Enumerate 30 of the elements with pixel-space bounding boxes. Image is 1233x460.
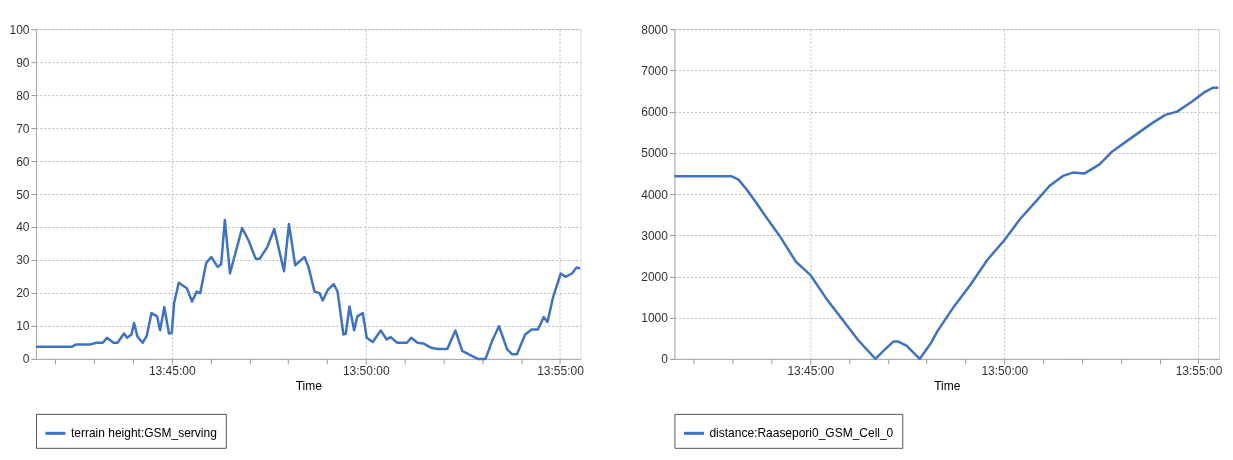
y-tick-label: 6000 [641,105,669,120]
x-tick-label: 13:50:00 [981,364,1029,379]
y-tick-label: 3000 [641,228,669,243]
y-tick-label: 0 [22,352,30,367]
y-tick-label: 20 [16,286,30,301]
y-tick-label: 90 [16,55,30,70]
y-tick-label: 60 [16,154,30,169]
x-tick-label: 13:55:00 [1175,364,1223,379]
x-axis-title: Time [934,379,961,394]
legend-label: terrain height:GSM_serving [70,426,217,441]
y-tick-label: 80 [16,88,30,103]
y-tick-label: 0 [661,352,669,367]
y-tick-label: 30 [16,253,30,268]
y-tick-label: 1000 [641,311,669,326]
x-tick-label: 13:50:00 [342,364,390,379]
x-axis-title: Time [295,379,323,394]
y-tick-label: 50 [16,187,30,202]
y-tick-label: 100 [9,22,30,37]
y-tick-label: 8000 [641,22,669,37]
y-tick-label: 2000 [641,269,669,284]
x-tick-label: 13:55:00 [537,364,585,379]
legend-label: distance:Raasepori0_GSM_Cell_0 [709,426,894,441]
y-tick-label: 10 [16,319,30,334]
y-tick-label: 5000 [641,146,669,161]
y-tick-label: 70 [16,121,30,136]
y-tick-label: 7000 [641,63,669,78]
y-tick-label: 4000 [641,187,669,202]
y-tick-label: 40 [16,220,30,235]
x-tick-label: 13:45:00 [148,364,196,379]
x-tick-label: 13:45:00 [787,364,835,379]
